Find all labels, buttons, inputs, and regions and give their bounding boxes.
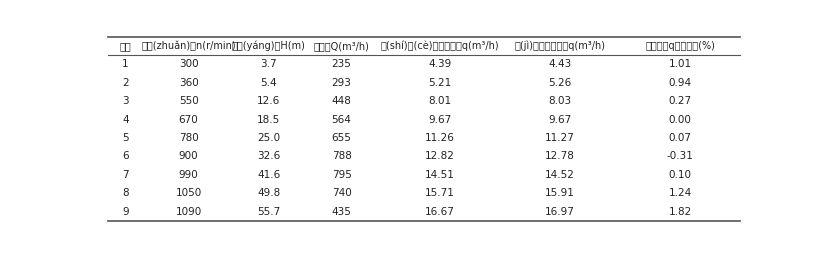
Text: 9.67: 9.67 [549,115,572,125]
Text: 564: 564 [331,115,352,125]
Text: 670: 670 [179,115,199,125]
Text: 235: 235 [331,59,352,69]
Text: 計(jì)算旁路管流量q(m³/h): 計(jì)算旁路管流量q(m³/h) [514,41,606,51]
Text: 990: 990 [179,170,199,180]
Text: 5.26: 5.26 [549,78,572,88]
Text: 12.6: 12.6 [257,96,280,106]
Text: 3.7: 3.7 [260,59,277,69]
Text: 435: 435 [331,207,352,217]
Text: 0.10: 0.10 [669,170,691,180]
Text: 12.78: 12.78 [545,151,575,161]
Text: 0.94: 0.94 [668,78,692,88]
Text: 3: 3 [122,96,129,106]
Text: 4: 4 [122,115,129,125]
Text: 7: 7 [122,170,129,180]
Text: 25.0: 25.0 [257,133,280,143]
Text: 1.01: 1.01 [668,59,692,69]
Text: 5.4: 5.4 [260,78,277,88]
Text: 8.03: 8.03 [549,96,572,106]
Text: 360: 360 [179,78,199,88]
Text: 1050: 1050 [176,188,202,198]
Text: 9.67: 9.67 [428,115,452,125]
Text: 0.07: 0.07 [669,133,691,143]
Text: 16.97: 16.97 [545,207,575,217]
Text: 8.01: 8.01 [428,96,452,106]
Text: 41.6: 41.6 [257,170,280,180]
Text: 1090: 1090 [176,207,202,217]
Text: 實(shí)測(cè)旁路管流量q(m³/h): 實(shí)測(cè)旁路管流量q(m³/h) [381,41,499,51]
Text: 293: 293 [331,78,352,88]
Text: 泵揚(yáng)程H(m): 泵揚(yáng)程H(m) [232,41,306,51]
Text: 序號: 序號 [119,41,132,51]
Text: 740: 740 [332,188,351,198]
Text: 4.43: 4.43 [549,59,572,69]
Text: 18.5: 18.5 [257,115,280,125]
Text: 5.21: 5.21 [428,78,452,88]
Text: 0.27: 0.27 [668,96,692,106]
Text: 49.8: 49.8 [257,188,280,198]
Text: 0.00: 0.00 [669,115,691,125]
Text: 15.91: 15.91 [545,188,575,198]
Text: 16.67: 16.67 [425,207,455,217]
Text: 795: 795 [331,170,352,180]
Text: 300: 300 [179,59,199,69]
Text: 12.82: 12.82 [425,151,455,161]
Text: 泵流量Q(m³/h): 泵流量Q(m³/h) [314,41,369,51]
Text: 788: 788 [331,151,352,161]
Text: 6: 6 [122,151,129,161]
Text: 11.27: 11.27 [545,133,575,143]
Text: 55.7: 55.7 [257,207,280,217]
Text: 550: 550 [179,96,199,106]
Text: 5: 5 [122,133,129,143]
Text: 780: 780 [179,133,199,143]
Text: 1.24: 1.24 [668,188,692,198]
Text: 14.51: 14.51 [425,170,455,180]
Text: 32.6: 32.6 [257,151,280,161]
Text: 655: 655 [331,133,352,143]
Text: 泵轉(zhuǎn)速n(r/min): 泵轉(zhuǎn)速n(r/min) [141,41,236,51]
Text: 900: 900 [179,151,199,161]
Text: 9: 9 [122,207,129,217]
Text: 2: 2 [122,78,129,88]
Text: 1.82: 1.82 [668,207,692,217]
Text: 1: 1 [122,59,129,69]
Text: 11.26: 11.26 [425,133,455,143]
Text: 旁路流量q相對偏差(%): 旁路流量q相對偏差(%) [645,41,715,51]
Text: 4.39: 4.39 [428,59,452,69]
Text: 8: 8 [122,188,129,198]
Text: -0.31: -0.31 [667,151,694,161]
Text: 15.71: 15.71 [425,188,455,198]
Text: 14.52: 14.52 [545,170,575,180]
Text: 448: 448 [331,96,352,106]
